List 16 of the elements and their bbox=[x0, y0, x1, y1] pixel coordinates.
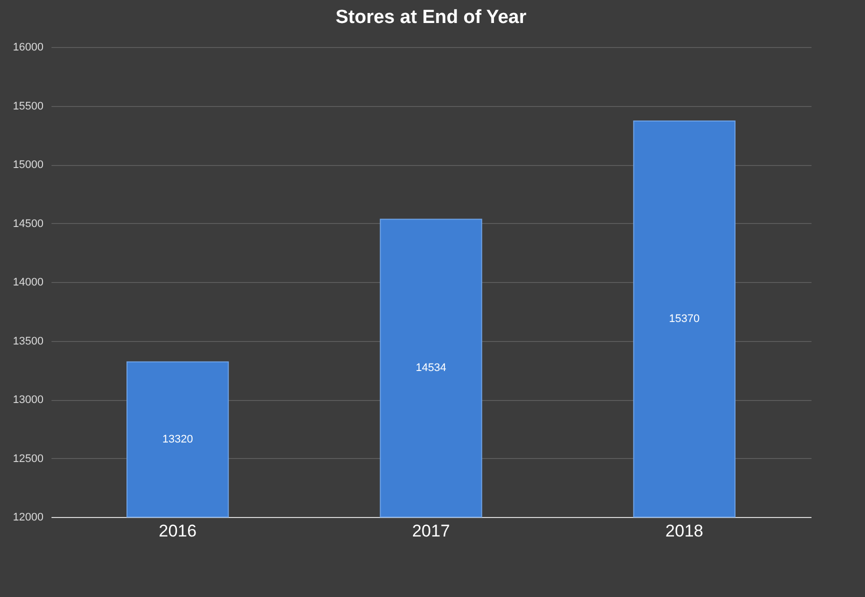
y-tick-label: 14000 bbox=[12, 276, 44, 288]
y-tick-label: 13500 bbox=[12, 335, 44, 348]
data-label: 13320 bbox=[162, 433, 193, 446]
x-tick-label: 2018 bbox=[665, 522, 704, 540]
x-tick-label: 2017 bbox=[412, 522, 450, 540]
y-tick-label: 15500 bbox=[12, 100, 44, 112]
data-label: 14534 bbox=[416, 362, 446, 374]
y-tick-label: 15000 bbox=[12, 159, 44, 171]
y-tick-label: 16000 bbox=[12, 42, 44, 54]
chart-title: Stores at End of Year bbox=[336, 7, 527, 28]
y-tick-label: 12500 bbox=[12, 452, 44, 465]
data-label: 15370 bbox=[669, 313, 700, 326]
x-tick-label: 2016 bbox=[158, 522, 197, 540]
y-tick-label: 14500 bbox=[12, 218, 44, 230]
y-tick-label: 13000 bbox=[12, 394, 44, 406]
y-tick-label: 12000 bbox=[12, 512, 44, 524]
